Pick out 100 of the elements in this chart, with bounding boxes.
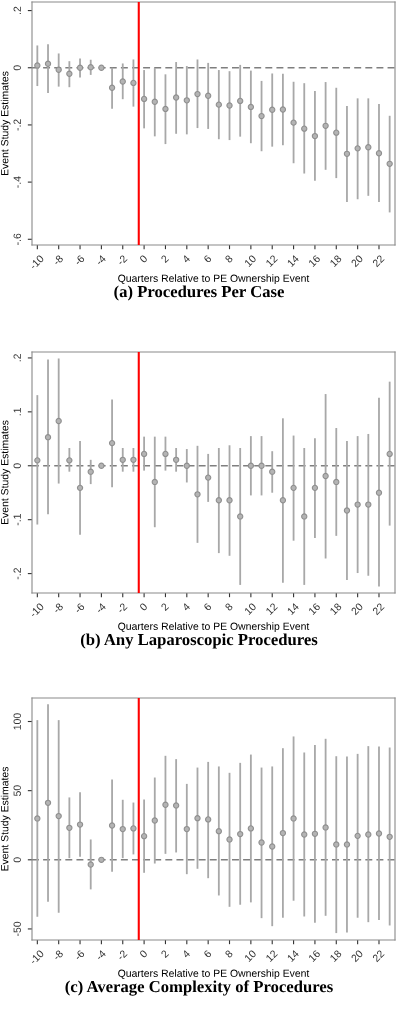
point — [162, 105, 169, 113]
x-axis-title: Quarters Relative to PE Ownership Event — [118, 622, 310, 633]
text: (a) Procedures Per Case — [114, 285, 284, 301]
point — [247, 462, 255, 469]
x-tick-label: 20 — [350, 254, 364, 268]
y-tick-label: -.6 — [13, 233, 21, 245]
point — [269, 843, 276, 850]
x-tick-label: 6 — [203, 254, 212, 264]
point — [108, 439, 116, 447]
y-axis-title: Event Study Estimates — [0, 420, 11, 525]
x-tick-label: 16 — [308, 602, 321, 616]
point — [386, 160, 393, 167]
x-tick-label: 18 — [329, 949, 343, 963]
x-tick-label: -8 — [52, 254, 64, 266]
x-tick-label: 0 — [139, 602, 148, 612]
y-tick-label: 0 — [13, 857, 21, 863]
point — [269, 468, 276, 475]
point — [44, 799, 52, 806]
point — [151, 817, 158, 824]
x-tick-label: 2 — [160, 602, 170, 612]
point — [375, 830, 383, 837]
y-tick-label: -.4 — [13, 176, 21, 188]
point — [290, 119, 297, 126]
x-tick-label: 12 — [265, 949, 278, 962]
point — [301, 831, 308, 838]
point — [151, 98, 158, 105]
x-tick-label: 4 — [181, 949, 191, 959]
point — [333, 478, 340, 486]
x-tick-label: -10 — [29, 254, 45, 270]
point — [194, 491, 201, 498]
y-tick-label: -.2 — [13, 119, 21, 131]
point — [375, 489, 383, 496]
point — [215, 101, 222, 108]
point — [55, 417, 62, 425]
point — [108, 84, 116, 91]
point — [55, 812, 62, 820]
point — [108, 822, 116, 829]
point — [44, 60, 52, 67]
x-tick-label: 20 — [350, 949, 364, 963]
point — [226, 497, 233, 504]
point — [66, 70, 73, 77]
y-tick-label: 100 — [13, 713, 21, 730]
x-tick-label: 16 — [308, 949, 321, 963]
x-tick-label: 18 — [329, 254, 343, 268]
point — [322, 472, 329, 480]
point — [301, 513, 308, 520]
x-tick-label: 8 — [224, 254, 234, 264]
point — [354, 145, 361, 152]
x-axis-title: Quarters Relative to PE Ownership Event — [118, 969, 310, 980]
text: (b) Any Laparoscopic Procedures — [80, 633, 318, 649]
x-tick-label: -6 — [73, 949, 85, 961]
y-axis-title: Event Study Estimates — [0, 766, 11, 871]
point — [237, 830, 244, 838]
y-tick-label: -.2 — [13, 568, 21, 580]
point — [119, 825, 126, 833]
x-tick-label: -10 — [29, 602, 45, 618]
point — [322, 122, 329, 129]
point — [354, 501, 361, 508]
point — [333, 841, 340, 848]
point — [333, 129, 340, 136]
point — [172, 802, 180, 809]
point — [365, 831, 372, 838]
point — [237, 513, 244, 520]
y-tick-label: -.1 — [13, 514, 21, 526]
point — [130, 79, 137, 87]
point — [172, 94, 180, 101]
x-axis-title: Quarters Relative to PE Ownership Event — [118, 274, 310, 285]
point — [322, 824, 329, 831]
point — [130, 825, 137, 832]
x-tick-label: -6 — [73, 254, 85, 266]
point — [311, 132, 319, 140]
x-tick-label: 22 — [372, 254, 385, 268]
point — [162, 450, 169, 458]
point — [365, 501, 372, 508]
x-tick-label: 10 — [244, 949, 257, 963]
point — [237, 97, 244, 105]
x-tick-label: 22 — [372, 949, 385, 963]
point — [290, 815, 297, 822]
point — [162, 801, 169, 808]
x-tick-label: 10 — [244, 254, 257, 268]
point — [386, 450, 393, 458]
point — [365, 144, 372, 151]
point — [194, 815, 201, 822]
x-tick-label: -2 — [116, 602, 128, 614]
x-tick-label: 22 — [372, 602, 385, 616]
point — [98, 64, 105, 71]
y-tick-label: 50 — [13, 785, 21, 797]
point — [172, 456, 180, 463]
point — [76, 64, 84, 71]
point — [76, 484, 84, 492]
point — [98, 856, 105, 863]
x-tick-label: 16 — [308, 254, 321, 268]
x-tick-label: -4 — [95, 602, 107, 614]
point — [343, 841, 351, 848]
x-tick-label: 6 — [203, 949, 212, 959]
y-tick-label: 0 — [13, 463, 21, 469]
x-tick-label: 8 — [224, 602, 234, 612]
point — [215, 497, 222, 504]
point — [215, 828, 222, 835]
point — [258, 462, 265, 469]
